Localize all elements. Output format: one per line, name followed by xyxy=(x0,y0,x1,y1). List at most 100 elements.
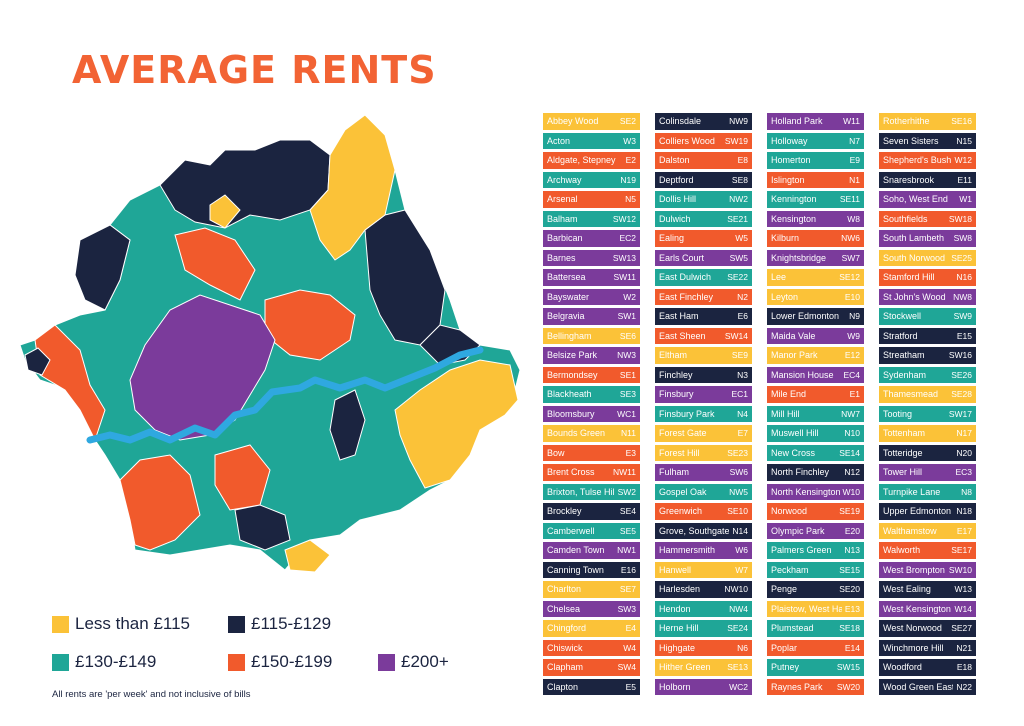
area-code: SE3 xyxy=(619,389,636,400)
area-name: Hammersmith xyxy=(659,545,716,556)
area-name: East Finchley xyxy=(659,291,714,302)
legend-item-high: £200+ xyxy=(378,652,449,672)
area-row: Highgate N6 xyxy=(655,639,752,656)
area-code: NW8 xyxy=(953,291,972,302)
area-name: Bounds Green xyxy=(547,428,606,439)
map-graphic xyxy=(19,114,521,573)
area-code: SE10 xyxy=(727,506,748,517)
legend-item-mid-low: £115-£129 xyxy=(228,614,331,634)
area-code: N20 xyxy=(956,447,972,458)
area-code: SE25 xyxy=(951,252,972,263)
area-code: E17 xyxy=(956,525,972,536)
area-row: Homerton E9 xyxy=(767,152,864,169)
area-name: Leyton xyxy=(771,291,799,302)
area-code: SW14 xyxy=(724,330,748,341)
area-name: Bermondsey xyxy=(547,369,598,380)
area-name: Balham xyxy=(547,213,578,224)
area-row: Bloomsbury WC1 xyxy=(543,405,640,422)
area-row: South Lambeth SW8 xyxy=(879,230,976,247)
area-row: Blackheath SE3 xyxy=(543,386,640,403)
area-name: St John's Wood xyxy=(883,291,946,302)
area-name: Wood Green East xyxy=(883,681,954,692)
area-name: Bayswater xyxy=(547,291,590,302)
area-row: Lee SE12 xyxy=(767,269,864,286)
area-name: Kilburn xyxy=(771,233,800,244)
area-row: Mansion House EC4 xyxy=(767,366,864,383)
area-code: EC4 xyxy=(843,369,860,380)
area-name: Colinsdale xyxy=(659,116,702,127)
area-name: Barnes xyxy=(547,252,576,263)
area-name: South Norwood xyxy=(883,252,946,263)
area-code: SE23 xyxy=(727,447,748,458)
area-name: Eltham xyxy=(659,350,688,361)
area-code: SW9 xyxy=(953,311,972,322)
area-name: Highgate xyxy=(659,642,696,653)
area-code: NW9 xyxy=(729,116,748,127)
area-row: Balham SW12 xyxy=(543,210,640,227)
area-code: SW10 xyxy=(948,564,972,575)
area-row: Rotherhithe SE16 xyxy=(879,113,976,130)
area-name: Poplar xyxy=(771,642,798,653)
area-row: West Norwood SE27 xyxy=(879,620,976,637)
area-row: Eltham SE9 xyxy=(655,347,752,364)
area-row: Stockwell SW9 xyxy=(879,308,976,325)
area-row: Southfields SW18 xyxy=(879,210,976,227)
area-row: Charlton SE7 xyxy=(543,581,640,598)
area-row: Earls Court SW5 xyxy=(655,249,752,266)
area-name: Herne Hill xyxy=(659,623,699,634)
area-code: NW6 xyxy=(841,233,860,244)
area-row: Norwood SE19 xyxy=(767,503,864,520)
area-row: Tottenham N17 xyxy=(879,425,976,442)
area-code: E11 xyxy=(957,174,973,185)
area-row: Walthamstow E17 xyxy=(879,522,976,539)
area-row: Lower Edmonton N9 xyxy=(767,308,864,325)
area-code: SW8 xyxy=(953,233,972,244)
area-name: Peckham xyxy=(771,564,809,575)
area-row: Putney SW15 xyxy=(767,659,864,676)
area-code: SW11 xyxy=(613,272,636,283)
area-code: SW2 xyxy=(617,486,636,497)
area-code: SE5 xyxy=(619,525,636,536)
area-name: East Sheen xyxy=(659,330,706,341)
region-southeast-navy xyxy=(329,389,366,461)
area-name: Bow xyxy=(547,447,565,458)
area-row: East Dulwich SE22 xyxy=(655,269,752,286)
area-row: Bounds Green N11 xyxy=(543,425,640,442)
area-row: Holloway N7 xyxy=(767,132,864,149)
area-name: Upper Edmonton xyxy=(883,506,952,517)
area-row: Tower Hill EC3 xyxy=(879,464,976,481)
area-name: Sydenham xyxy=(883,369,927,380)
area-row: Hanwell W7 xyxy=(655,561,752,578)
area-row: Dalston E8 xyxy=(655,152,752,169)
area-code: W11 xyxy=(843,116,860,127)
area-name: Stamford Hill xyxy=(883,272,935,283)
area-code: SW12 xyxy=(612,213,636,224)
area-row: Battersea SW11 xyxy=(543,269,640,286)
area-code: SE11 xyxy=(839,194,860,205)
area-code: SE21 xyxy=(727,213,748,224)
area-code: N13 xyxy=(844,545,860,556)
area-name: Belgravia xyxy=(547,311,585,322)
area-row: Sydenham SE26 xyxy=(879,366,976,383)
area-name: Turnpike Lane xyxy=(883,486,941,497)
area-name: Manor Park xyxy=(771,350,818,361)
area-name: Abbey Wood xyxy=(547,116,599,127)
area-row: Colinsdale NW9 xyxy=(655,113,752,130)
area-code: SE12 xyxy=(839,272,860,283)
area-code: N7 xyxy=(849,135,860,146)
region-south-yellow xyxy=(284,539,331,573)
area-row: Aldgate, Stepney E2 xyxy=(543,152,640,169)
area-name: East Ham xyxy=(659,311,699,322)
area-name: Dalston xyxy=(659,155,690,166)
area-code: E12 xyxy=(844,350,860,361)
area-row: Ealing W5 xyxy=(655,230,752,247)
area-code: EC3 xyxy=(955,467,972,478)
area-row: Manor Park E12 xyxy=(767,347,864,364)
area-name: Tottenham xyxy=(883,428,926,439)
area-name: Dollis Hill xyxy=(659,194,697,205)
area-name: Archway xyxy=(547,174,582,185)
area-code: SW4 xyxy=(617,662,636,673)
footnote: All rents are 'per week' and not inclusi… xyxy=(52,689,251,700)
area-code: SE17 xyxy=(951,545,972,556)
area-name: Rotherhithe xyxy=(883,116,930,127)
